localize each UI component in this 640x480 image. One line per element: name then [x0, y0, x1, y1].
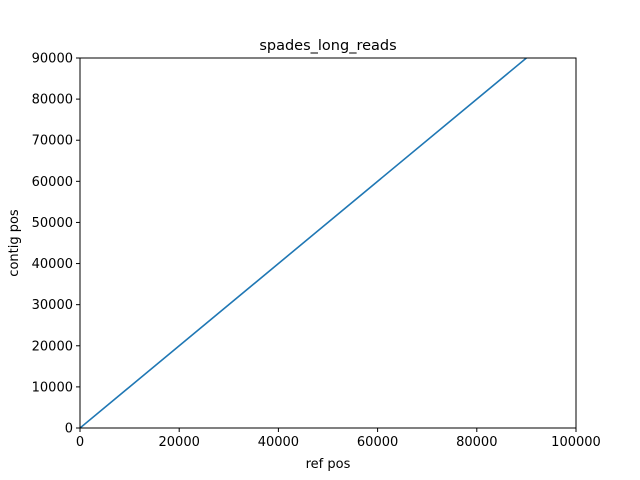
y-tick-label: 90000: [32, 52, 73, 67]
y-tick-label: 40000: [32, 257, 73, 272]
y-tick-label: 70000: [32, 134, 73, 149]
x-tick-label: 100000: [551, 435, 601, 450]
y-tick-label: 30000: [32, 298, 73, 313]
axes-frame: [79, 57, 577, 429]
y-tick-label: 50000: [32, 216, 73, 231]
y-tick-label: 20000: [32, 339, 73, 354]
y-tick-label: 0: [65, 422, 73, 437]
y-tick-label: 10000: [32, 380, 73, 395]
series-line-0: [80, 58, 527, 428]
x-tick-label: 0: [76, 435, 84, 450]
y-tick-label: 80000: [32, 93, 73, 108]
ticks: 0 20000 40000 60000 80000 100000 0 10000 20000 30…: [32, 52, 601, 451]
chart-title: spades_long_reads: [259, 38, 396, 54]
x-axis-label: ref pos: [306, 457, 351, 472]
x-tick-label: 20000: [159, 435, 200, 450]
y-axis-label: contig pos: [7, 209, 22, 277]
x-tick-label: 60000: [357, 435, 398, 450]
plot-area: [80, 58, 527, 428]
x-tick-label: 80000: [456, 435, 497, 450]
x-tick-label: 40000: [258, 435, 299, 450]
y-tick-label: 60000: [32, 175, 73, 190]
